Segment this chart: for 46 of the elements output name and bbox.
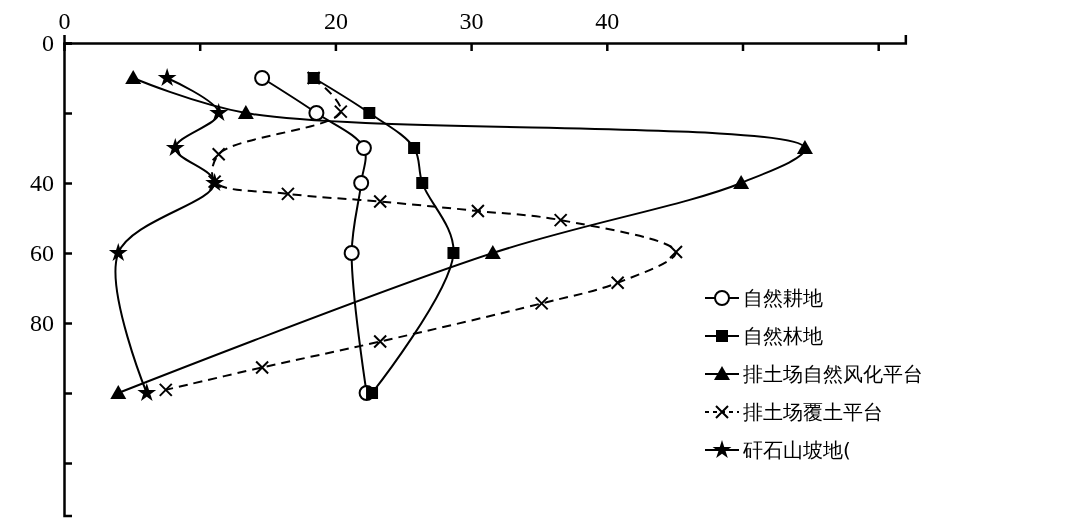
point (237, 105, 254, 119)
point (343, 245, 360, 261)
point (255, 360, 270, 375)
point (447, 247, 460, 259)
legend-label: 排土场覆土平台 (743, 400, 883, 424)
point (353, 175, 370, 191)
point (211, 147, 226, 162)
x-tick-label: 30 (459, 8, 484, 34)
point (280, 186, 295, 201)
point (333, 104, 348, 119)
x-tick-label: 20 (323, 8, 348, 34)
point (157, 68, 177, 87)
y-tick-label: 60 (30, 240, 54, 267)
y-tick-label: 80 (30, 310, 54, 337)
x-tick-label: 40 (595, 8, 620, 34)
point (553, 213, 568, 228)
point (484, 245, 501, 259)
point (308, 105, 325, 121)
point (158, 382, 173, 397)
y-tick-label: 40 (30, 170, 54, 197)
point (108, 243, 128, 262)
point (610, 275, 625, 290)
point (125, 70, 142, 84)
point (534, 296, 549, 311)
point (470, 204, 485, 218)
point (366, 387, 379, 399)
point (373, 194, 388, 209)
y-tick-label: 0 (42, 30, 54, 57)
point (373, 334, 388, 349)
point (165, 138, 185, 157)
point (796, 140, 813, 154)
point (408, 142, 421, 154)
point (416, 177, 429, 189)
point (733, 175, 750, 189)
point (137, 383, 157, 402)
point (355, 140, 372, 156)
legend-label: 自然林地 (743, 324, 823, 348)
legend-label: 自然耕地 (743, 286, 823, 310)
point (209, 103, 229, 122)
legend-label: 矸石山坡地( (742, 438, 851, 462)
point (254, 70, 271, 86)
point (363, 107, 376, 119)
x-tick-label: 0 (58, 8, 71, 34)
point (110, 385, 127, 399)
legend-label: 排土场自然风化平台 (743, 362, 923, 386)
point (669, 244, 684, 259)
